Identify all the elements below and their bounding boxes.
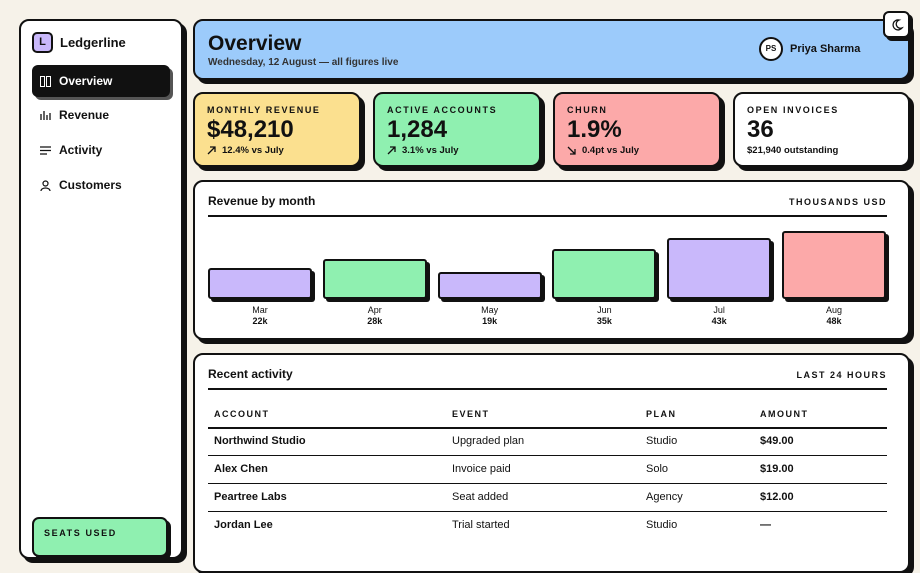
bar bbox=[667, 238, 772, 299]
activity-range: LAST 24 HOURS bbox=[796, 370, 887, 380]
table-cell: Peartree Labs bbox=[214, 491, 287, 503]
kpi-delta: 3.1% vs July bbox=[387, 145, 459, 156]
row-divider bbox=[208, 511, 887, 512]
kpi-delta-text: $21,940 outstanding bbox=[747, 145, 839, 156]
chart-title: Revenue by month bbox=[208, 194, 316, 208]
table-cell: Northwind Studio bbox=[214, 435, 306, 447]
divider bbox=[208, 388, 887, 390]
x-tick-label: Jun bbox=[597, 305, 612, 315]
nav-label: Revenue bbox=[59, 108, 110, 122]
brand-logo: L bbox=[32, 32, 53, 53]
kpi-value: 1,284 bbox=[387, 116, 448, 143]
column-header: AMOUNT bbox=[760, 409, 809, 419]
icon bbox=[40, 110, 51, 120]
table-cell: $49.00 bbox=[760, 435, 794, 447]
nav-label: Activity bbox=[59, 143, 103, 157]
nav-item[interactable]: Customers bbox=[32, 169, 170, 201]
icon bbox=[892, 19, 904, 31]
table-cell: Studio bbox=[646, 519, 678, 531]
value-label: 43k bbox=[711, 316, 727, 326]
nav-label: Customers bbox=[59, 178, 122, 192]
activity-card bbox=[193, 353, 910, 573]
table-cell: Solo bbox=[646, 463, 669, 475]
kpi-card: CHURN 1.9% 0.4pt vs July bbox=[553, 92, 721, 167]
nav-item[interactable]: Overview bbox=[32, 65, 170, 97]
table-cell: Trial started bbox=[452, 519, 510, 531]
chart-unit: THOUSANDS USD bbox=[788, 197, 887, 207]
divider bbox=[208, 427, 887, 429]
bar bbox=[437, 272, 542, 299]
value-label: 28k bbox=[367, 316, 383, 326]
activity-title: Recent activity bbox=[208, 367, 293, 381]
kpi-value: 1.9% bbox=[567, 116, 622, 143]
row-divider bbox=[208, 455, 887, 456]
brand: Ledgerline bbox=[60, 35, 126, 50]
avatar[interactable]: PS bbox=[759, 37, 783, 61]
nav-item[interactable]: Activity bbox=[32, 134, 170, 166]
column-header: EVENT bbox=[452, 409, 490, 419]
kpi-card: OPEN INVOICES 36 $21,940 outstanding bbox=[733, 92, 910, 167]
x-tick-label: Mar bbox=[252, 305, 268, 315]
kpi-card: ACTIVE ACCOUNTS 1,284 3.1% vs July bbox=[373, 92, 541, 167]
seats-card: SEATS USED bbox=[32, 517, 168, 557]
trend-icon bbox=[387, 146, 396, 155]
nav-item[interactable]: Revenue bbox=[32, 99, 170, 131]
bar bbox=[208, 267, 312, 299]
subtitle: Wednesday, 12 August — all figures live bbox=[208, 57, 399, 68]
kpi-label: MONTHLY REVENUE bbox=[207, 105, 321, 115]
divider bbox=[208, 215, 887, 217]
sidebar bbox=[19, 19, 183, 559]
table-cell: — bbox=[760, 519, 771, 531]
theme-toggle[interactable] bbox=[883, 11, 910, 38]
value-label: 19k bbox=[482, 316, 498, 326]
kpi-delta-text: 12.4% vs July bbox=[222, 145, 284, 156]
table-cell: Invoice paid bbox=[452, 463, 511, 475]
kpi-label: ACTIVE ACCOUNTS bbox=[387, 105, 498, 115]
value-label: 35k bbox=[596, 316, 612, 326]
trend-icon bbox=[567, 146, 576, 155]
kpi-delta: 12.4% vs July bbox=[207, 145, 284, 156]
x-tick-label: Aug bbox=[825, 305, 842, 315]
bar bbox=[782, 231, 886, 299]
table-cell: Agency bbox=[646, 491, 683, 503]
x-tick-label: Jul bbox=[713, 305, 725, 315]
kpi-delta: 0.4pt vs July bbox=[567, 145, 639, 156]
table-cell: $12.00 bbox=[760, 491, 794, 503]
kpi-value: 36 bbox=[747, 116, 774, 143]
row-divider bbox=[208, 483, 887, 484]
icon bbox=[40, 75, 51, 87]
icon bbox=[40, 145, 51, 155]
kpi-label: CHURN bbox=[567, 105, 608, 115]
column-header: ACCOUNT bbox=[214, 409, 270, 419]
nav-label: Overview bbox=[59, 74, 113, 88]
kpi-card: MONTHLY REVENUE $48,210 12.4% vs July bbox=[193, 92, 361, 167]
value-label: 22k bbox=[252, 316, 268, 326]
seats-label: SEATS USED bbox=[44, 528, 117, 538]
x-tick-label: May bbox=[481, 305, 499, 315]
table-cell: Alex Chen bbox=[214, 463, 268, 475]
kpi-delta-text: 0.4pt vs July bbox=[582, 145, 640, 156]
kpi-delta-text: 3.1% vs July bbox=[402, 145, 459, 156]
table-cell: Upgraded plan bbox=[452, 435, 525, 447]
trend-icon bbox=[207, 146, 216, 155]
column-header: PLAN bbox=[646, 409, 677, 419]
value-label: 48k bbox=[826, 316, 842, 326]
page: L Ledgerline Overview Revenue Activity C… bbox=[19, 11, 910, 573]
icon bbox=[40, 179, 51, 191]
table-cell: $19.00 bbox=[760, 463, 794, 475]
kpi-value: $48,210 bbox=[207, 116, 294, 143]
kpi-delta: $21,940 outstanding bbox=[747, 145, 838, 156]
bar bbox=[552, 249, 657, 299]
table-cell: Jordan Lee bbox=[214, 519, 273, 531]
kpi-label: OPEN INVOICES bbox=[747, 105, 839, 115]
x-tick-label: Apr bbox=[367, 305, 382, 315]
user-name: Priya Sharma bbox=[790, 43, 861, 55]
header bbox=[193, 19, 910, 80]
table-cell: Studio bbox=[646, 435, 678, 447]
table-cell: Seat added bbox=[452, 491, 509, 503]
bar bbox=[322, 259, 427, 299]
page-title: Overview bbox=[208, 32, 302, 55]
